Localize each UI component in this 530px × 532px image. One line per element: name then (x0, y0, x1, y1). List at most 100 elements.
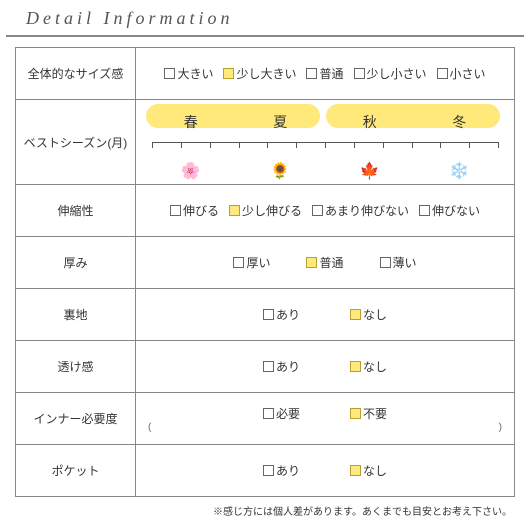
option-thickness-1[interactable]: 普通 (306, 254, 343, 271)
checkbox-icon (350, 309, 361, 320)
detail-table: 全体的なサイズ感 大きい少し大きい普通少し小さい小さい ベストシーズン(月) 春… (15, 47, 515, 497)
checkbox-icon (223, 68, 234, 79)
option-thickness-0[interactable]: 厚い (233, 254, 270, 271)
checkbox-icon (263, 361, 274, 372)
option-label: 伸びない (432, 202, 480, 219)
axis-tick (210, 142, 211, 148)
axis-tick (383, 142, 384, 148)
checkbox-icon (263, 408, 274, 419)
option-label: 普通 (319, 254, 343, 271)
option-label: 不要 (363, 405, 387, 422)
option-label: あり (276, 306, 300, 323)
season-icon-0: 🌸 (181, 164, 201, 180)
season-icon-3: ❄️ (449, 164, 469, 180)
row-label-thickness: 厚み (16, 237, 136, 289)
season-label-3: 冬 (429, 108, 489, 136)
axis-tick (296, 142, 297, 148)
option-inner-1[interactable]: 不要 (350, 405, 387, 422)
option-stretch-1[interactable]: 少し伸びる (229, 202, 302, 219)
option-sheer-1[interactable]: なし (350, 358, 387, 375)
option-label: なし (363, 462, 387, 479)
checkbox-icon (164, 68, 175, 79)
axis-tick (498, 142, 499, 148)
option-stretch-2[interactable]: あまり伸びない (312, 202, 409, 219)
option-label: 少し小さい (367, 65, 427, 82)
option-lining-1[interactable]: なし (350, 306, 387, 323)
checkbox-icon (263, 309, 274, 320)
option-label: 普通 (319, 65, 343, 82)
inner-subnote-right: ) (499, 422, 502, 433)
option-label: 大きい (177, 65, 213, 82)
footnote: ※感じ方には個人差があります。あくまでも目安とお考え下さい。 (0, 497, 530, 518)
option-label: 小さい (450, 65, 486, 82)
row-content-inner: 必要 不要 ( ) (136, 393, 515, 445)
option-pocket-0[interactable]: あり (263, 462, 300, 479)
option-label: 少し伸びる (242, 202, 302, 219)
checkbox-icon (350, 408, 361, 419)
option-label: あり (276, 462, 300, 479)
option-size-4[interactable]: 小さい (437, 65, 486, 82)
season-icon-2: 🍁 (360, 164, 380, 180)
option-sheer-0[interactable]: あり (263, 358, 300, 375)
checkbox-icon (229, 205, 240, 216)
checkbox-icon (437, 68, 448, 79)
axis-tick (325, 142, 326, 148)
option-label: 少し大きい (236, 65, 296, 82)
season-label-1: 夏 (250, 108, 310, 136)
option-lining-0[interactable]: あり (263, 306, 300, 323)
axis-tick (152, 142, 153, 148)
option-stretch-3[interactable]: 伸びない (419, 202, 480, 219)
row-content-sheer: あり なし (136, 341, 515, 393)
option-pocket-1[interactable]: なし (350, 462, 387, 479)
row-label-inner: インナー必要度 (16, 393, 136, 445)
axis-tick (469, 142, 470, 148)
checkbox-icon (170, 205, 181, 216)
option-label: 必要 (276, 405, 300, 422)
axis-tick (354, 142, 355, 148)
option-inner-0[interactable]: 必要 (263, 405, 300, 422)
checkbox-icon (312, 205, 323, 216)
option-label: 薄い (393, 254, 417, 271)
season-icon-1: 🌻 (270, 164, 290, 180)
option-label: あり (276, 358, 300, 375)
row-label-stretch: 伸縮性 (16, 185, 136, 237)
checkbox-icon (306, 68, 317, 79)
option-label: あまり伸びない (325, 202, 409, 219)
row-content-lining: あり なし (136, 289, 515, 341)
option-label: 厚い (246, 254, 270, 271)
inner-subnote-left: ( (148, 422, 151, 433)
option-stretch-0[interactable]: 伸びる (170, 202, 219, 219)
checkbox-icon (306, 257, 317, 268)
page-title: Detail Information (6, 0, 524, 37)
checkbox-icon (354, 68, 365, 79)
season-label-0: 春 (161, 108, 221, 136)
row-content-pocket: あり なし (136, 445, 515, 497)
checkbox-icon (419, 205, 430, 216)
checkbox-icon (350, 361, 361, 372)
axis-tick (267, 142, 268, 148)
row-content-stretch: 伸びる 少し伸びる あまり伸びない 伸びない (136, 185, 515, 237)
row-content-size: 大きい 少し大きい 普通 少し小さい 小さい (136, 48, 515, 100)
axis-tick (239, 142, 240, 148)
option-size-1[interactable]: 少し大きい (223, 65, 296, 82)
checkbox-icon (263, 465, 274, 476)
axis-tick (440, 142, 441, 148)
option-size-3[interactable]: 少し小さい (354, 65, 427, 82)
option-size-2[interactable]: 普通 (306, 65, 343, 82)
row-label-pocket: ポケット (16, 445, 136, 497)
row-content-thickness: 厚い 普通 薄い (136, 237, 515, 289)
axis-tick (181, 142, 182, 148)
option-label: 伸びる (183, 202, 219, 219)
option-label: なし (363, 306, 387, 323)
checkbox-icon (233, 257, 244, 268)
option-label: なし (363, 358, 387, 375)
season-label-2: 秋 (340, 108, 400, 136)
row-label-season: ベストシーズン(月) (16, 100, 136, 185)
checkbox-icon (350, 465, 361, 476)
checkbox-icon (380, 257, 391, 268)
row-label-lining: 裏地 (16, 289, 136, 341)
option-size-0[interactable]: 大きい (164, 65, 213, 82)
option-thickness-2[interactable]: 薄い (380, 254, 417, 271)
row-content-season: 春 夏 秋 冬 🌸 🌻 🍁 ❄️ (136, 100, 515, 185)
axis-tick (412, 142, 413, 148)
